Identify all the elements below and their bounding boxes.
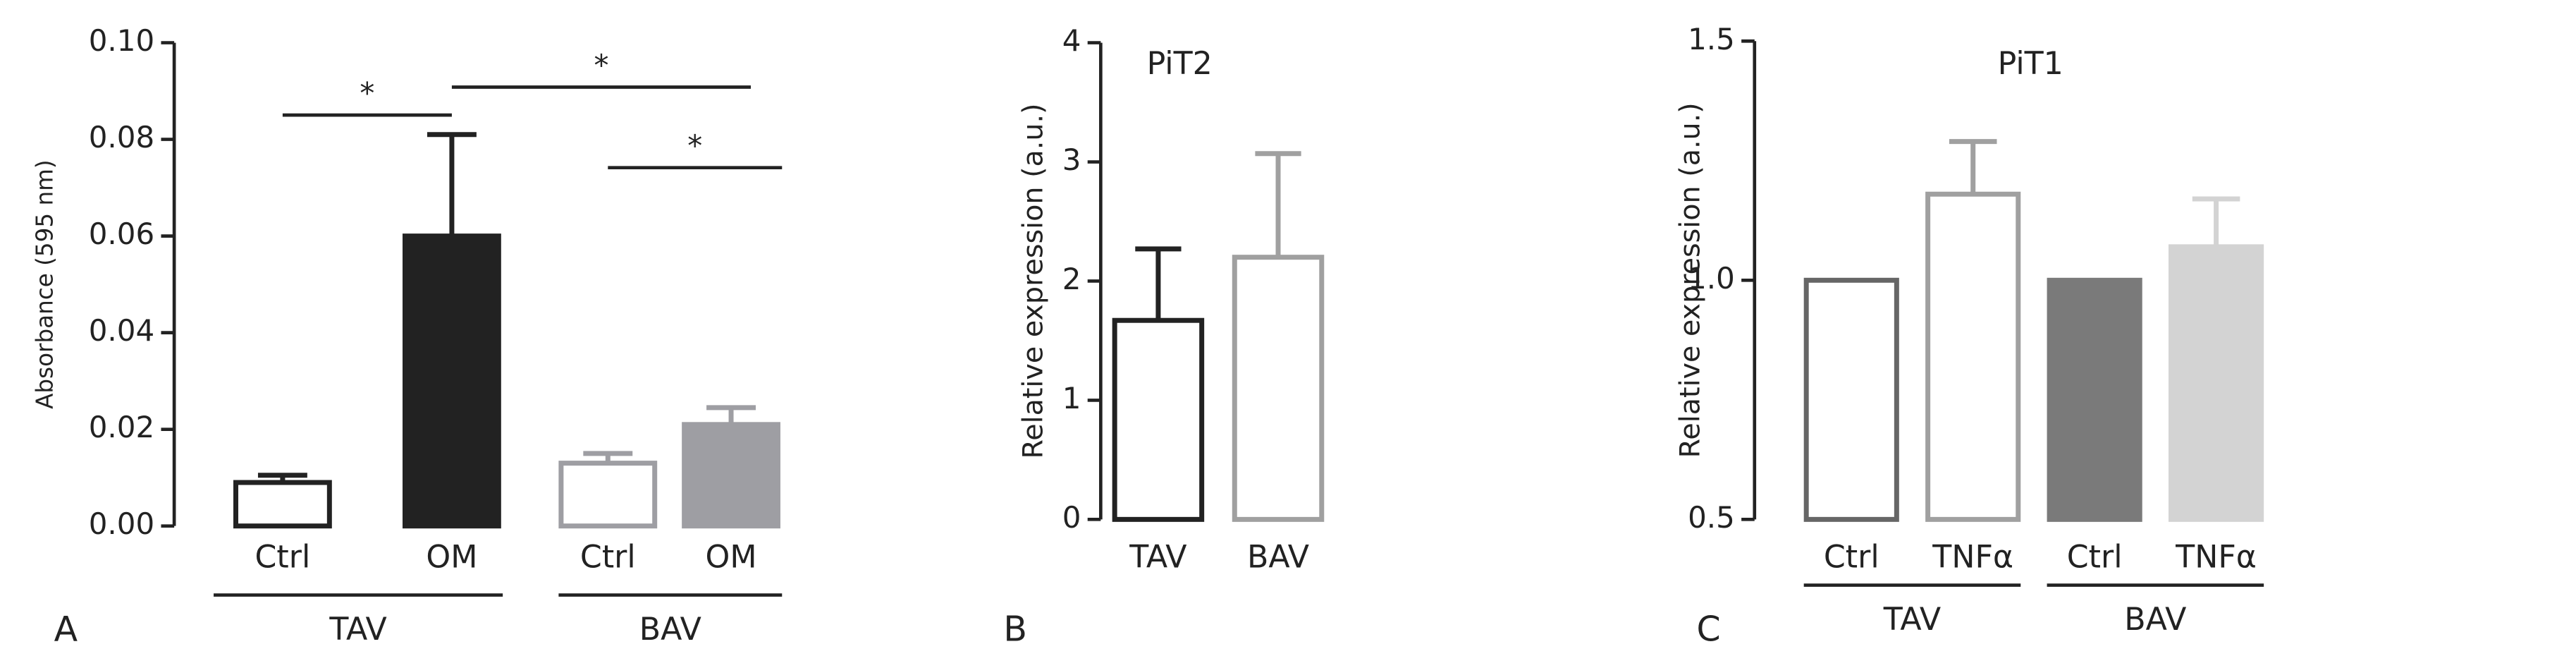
bar (2047, 277, 2142, 522)
y-tick-label: 0.02 (89, 410, 154, 444)
y-tick-label: 0.5 (1688, 500, 1735, 535)
panel-label: B (1003, 609, 1027, 649)
group-label: BAV (2124, 602, 2186, 638)
y-tick-label: 1 (1062, 381, 1081, 415)
significance-mark: * (687, 128, 702, 163)
bar (558, 461, 658, 529)
y-tick-label: 0 (1062, 500, 1081, 535)
group-label: BAV (639, 612, 701, 648)
bar (233, 480, 332, 529)
significance-mark: * (360, 76, 374, 111)
x-tick-label: TNFα (1932, 539, 2013, 575)
bar (1925, 191, 2021, 522)
bar (403, 233, 501, 529)
bar (682, 422, 780, 529)
y-tick-label: 0.08 (89, 120, 154, 154)
group-label: TAV (329, 612, 386, 648)
y-axis-label: Relative expression (a.u.) (1674, 102, 1707, 458)
y-axis-label: Relative expression (a.u.) (1017, 103, 1050, 459)
y-tick-label: 0.04 (89, 313, 154, 348)
x-tick-label: TAV (1129, 539, 1186, 575)
y-tick-label: 0.00 (89, 506, 154, 541)
chart-title: PiT2 (1147, 46, 1213, 82)
x-tick-label: OM (426, 539, 477, 575)
x-tick-label: BAV (1247, 539, 1309, 575)
x-tick-label: Ctrl (2067, 539, 2123, 575)
x-tick-label: Ctrl (255, 539, 311, 575)
y-tick-label: 4 (1062, 23, 1081, 58)
y-tick-label: 1.5 (1688, 22, 1735, 56)
y-tick-label: 0.10 (89, 23, 154, 58)
bar (1112, 317, 1205, 522)
x-tick-label: OM (706, 539, 757, 575)
chart-title: PiT1 (1998, 46, 2063, 82)
significance-mark: * (594, 48, 608, 83)
x-tick-label: Ctrl (1824, 539, 1879, 575)
panel-label: A (54, 609, 78, 649)
y-axis-label: Absorbance (595 nm) (31, 159, 58, 409)
y-tick-label: 2 (1062, 262, 1081, 296)
bar (1803, 277, 1899, 522)
x-tick-label: TNFα (2175, 539, 2257, 575)
y-tick-label: 1.0 (1688, 261, 1735, 296)
y-tick-label: 0.06 (89, 217, 154, 251)
y-tick-label: 3 (1062, 142, 1081, 177)
group-label: TAV (1883, 602, 1941, 638)
panel-label: C (1696, 609, 1720, 649)
bar (2168, 244, 2264, 522)
x-tick-label: Ctrl (580, 539, 636, 575)
bar (1232, 255, 1325, 522)
